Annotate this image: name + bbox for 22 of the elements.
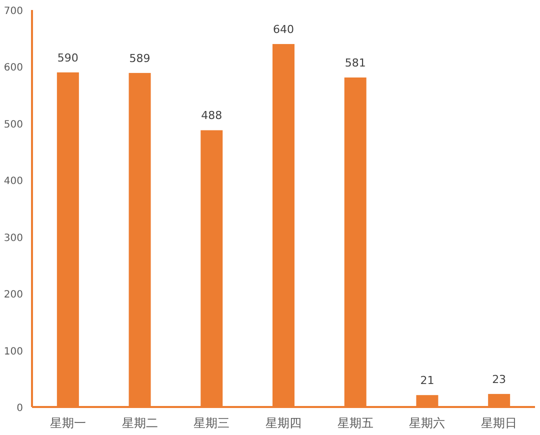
x-tick-label: 星期二 — [122, 416, 158, 430]
data-label: 640 — [273, 23, 294, 36]
y-tick-label: 500 — [4, 119, 23, 130]
y-tick-label: 200 — [4, 290, 23, 301]
data-label: 589 — [129, 52, 150, 65]
data-label: 581 — [344, 56, 366, 70]
data-label: 21 — [420, 374, 434, 388]
x-tick-label: 星期一 — [50, 416, 86, 430]
y-tick-label: 700 — [4, 6, 23, 17]
x-tick-label: 星期六 — [409, 416, 446, 430]
y-tick-label: 600 — [4, 62, 23, 74]
y-tick-label: 100 — [4, 346, 23, 358]
x-tick-label: 星期三 — [194, 416, 230, 430]
y-tick-label: 300 — [4, 232, 23, 244]
x-tick-label: 星期五 — [337, 416, 374, 430]
data-label: 23 — [492, 372, 506, 386]
data-label: 488 — [201, 109, 222, 122]
y-tick-label: 0 — [16, 403, 23, 414]
x-tick-label: 星期四 — [266, 416, 302, 430]
x-tick-label: 星期日 — [481, 416, 518, 430]
data-label: 590 — [57, 51, 78, 64]
y-tick-label: 400 — [4, 176, 23, 188]
